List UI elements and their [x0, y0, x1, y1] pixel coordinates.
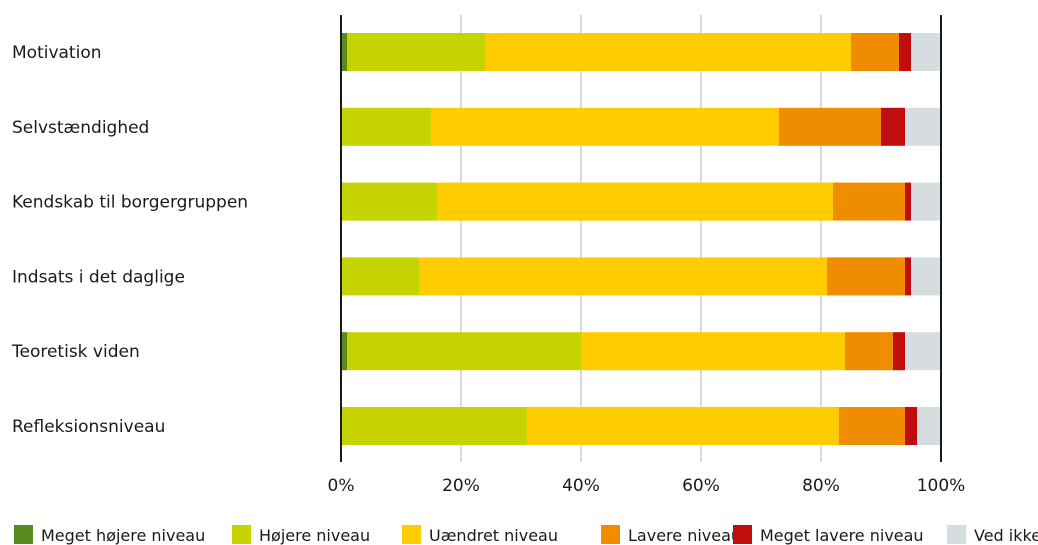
axes [340, 15, 942, 462]
bar-segment [905, 107, 941, 146]
gridlines [460, 15, 822, 462]
bar-segment [485, 33, 851, 71]
bar-segment [911, 257, 941, 296]
bar-segment [851, 33, 899, 71]
bar-segment [917, 407, 941, 445]
bar-segment [341, 332, 347, 371]
bar-segment [527, 407, 839, 445]
bar-segment [419, 257, 827, 296]
bar-segment [911, 33, 941, 71]
bars [341, 33, 941, 445]
legend-swatch [232, 525, 251, 544]
legend-swatch [601, 525, 620, 544]
category-label: Kendskab til borgergruppen [12, 193, 248, 213]
bar-segment [341, 33, 347, 71]
legend-label: Lavere niveau [628, 526, 741, 545]
category-label: Refleksionsniveau [12, 417, 165, 437]
bar-segment [893, 332, 905, 371]
bar-segment [341, 107, 431, 146]
legend-label: Højere niveau [259, 526, 370, 545]
bar-segment [341, 182, 437, 221]
category-label: Selvstændighed [12, 118, 149, 138]
x-tick-label: 60% [682, 476, 720, 496]
bar-segment [581, 332, 845, 371]
category-labels: Motivation Selvstændighed Kendskab til bor… [11, 43, 248, 437]
category-label: Teoretisk viden [11, 342, 140, 362]
x-tick-label: 40% [562, 476, 600, 496]
bar-segment [911, 182, 941, 221]
bar-segment [431, 107, 779, 146]
bar-segment [341, 407, 527, 445]
bar-segment [905, 407, 917, 445]
x-tick-label: 20% [442, 476, 480, 496]
legend: Meget højere niveau Højere niveau Uændret … [14, 525, 1038, 545]
legend-swatch [947, 525, 966, 544]
category-label: Motivation [12, 43, 102, 63]
legend-label: Meget højere niveau [41, 526, 205, 545]
legend-swatch [733, 525, 752, 544]
tick-labels: 0% 20% 40% 60% 80% 100% [328, 476, 966, 496]
legend-label: Ved ikke [974, 526, 1038, 545]
bar-segment [905, 257, 911, 296]
bar-segment [899, 33, 911, 71]
bar-segment [905, 182, 911, 221]
bar-segment [779, 107, 881, 146]
legend-swatch [402, 525, 421, 544]
bar-segment [839, 407, 905, 445]
bar-segment [347, 332, 581, 371]
bar-segment [845, 332, 893, 371]
bar-segment [827, 257, 905, 296]
bar-segment [341, 257, 419, 296]
bar-segment [881, 107, 905, 146]
category-label: Indsats i det daglige [12, 267, 185, 287]
bar-segment [833, 182, 905, 221]
x-tick-label: 100% [917, 476, 966, 496]
bar-segment [347, 33, 485, 71]
x-tick-label: 80% [802, 476, 840, 496]
legend-label: Meget lavere niveau [760, 526, 924, 545]
legend-swatch [14, 525, 33, 544]
bar-segment [905, 332, 941, 371]
legend-label: Uændret niveau [429, 526, 558, 545]
bar-segment [437, 182, 833, 221]
x-tick-label: 0% [328, 476, 355, 496]
